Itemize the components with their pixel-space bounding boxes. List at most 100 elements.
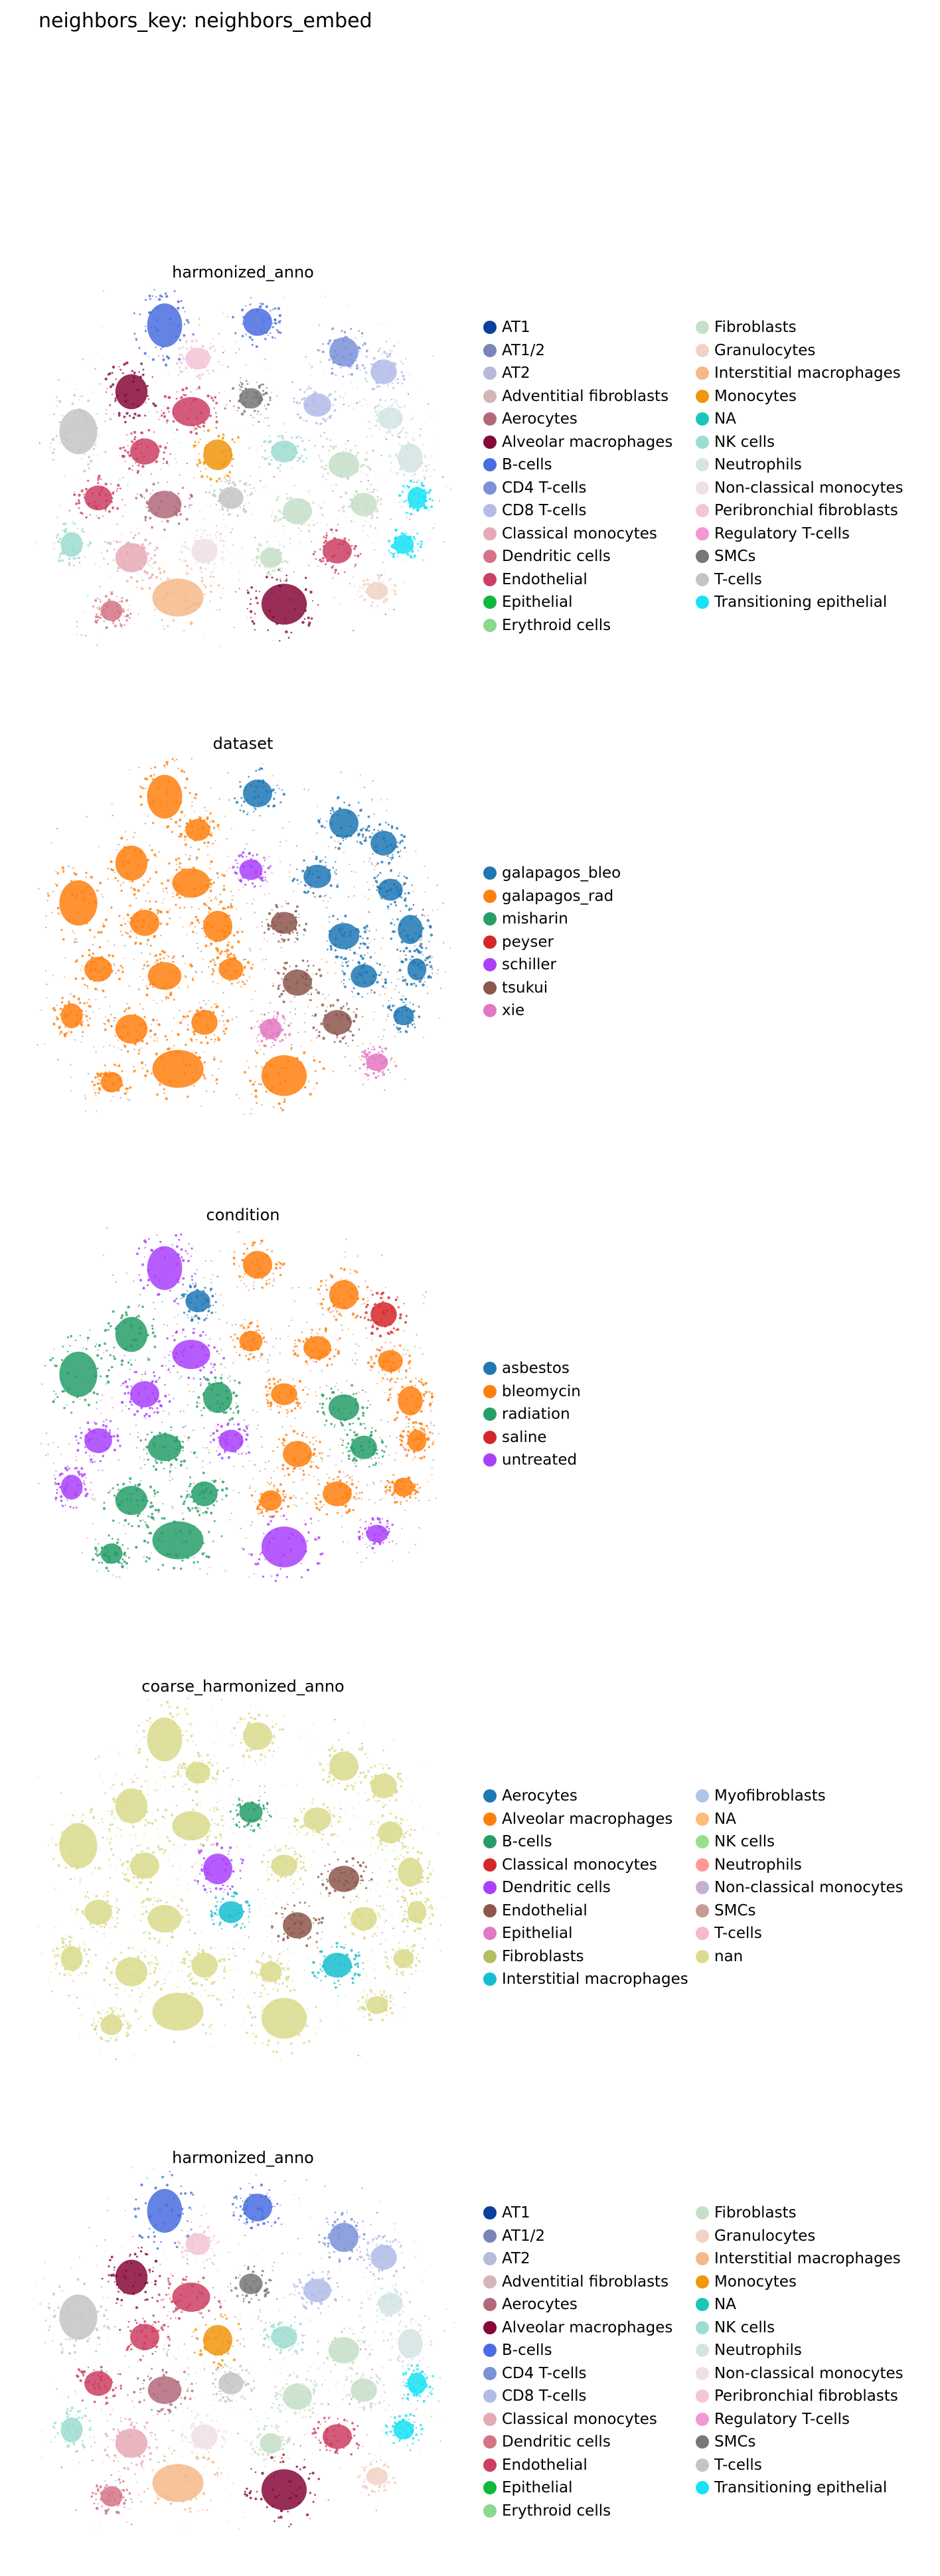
legend-label: NA — [714, 1808, 736, 1830]
cluster-22 — [53, 521, 92, 566]
cluster-24 — [180, 2413, 227, 2458]
legend-label: Fibroblasts — [714, 316, 797, 339]
cluster-6 — [163, 1803, 224, 1850]
cluster-30 — [92, 1534, 130, 1572]
legend-label: Fibroblasts — [714, 2202, 797, 2224]
cluster-16 — [75, 1419, 121, 1463]
legend-swatch — [483, 1927, 497, 1940]
cluster-11 — [119, 2314, 171, 2362]
cluster-30 — [91, 2006, 132, 2043]
cluster-6 — [161, 386, 226, 435]
legend-swatch — [696, 2275, 709, 2289]
legend-swatch — [696, 1950, 709, 1963]
legend-label: radiation — [502, 1403, 570, 1425]
cluster-26 — [311, 1942, 364, 1988]
cluster-10 — [44, 2278, 110, 2355]
legend-swatch — [696, 550, 709, 563]
cluster-9 — [367, 1342, 412, 1382]
cluster-31 — [357, 1989, 395, 2022]
cluster-4 — [360, 1291, 408, 1337]
legend-swatch — [483, 619, 497, 632]
legend-label: Erythroid cells — [502, 2500, 611, 2522]
legend-swatch — [483, 366, 497, 380]
cluster-18 — [210, 1892, 250, 1929]
cluster-4 — [358, 2235, 405, 2280]
legend-swatch — [483, 1881, 497, 1894]
legend-swatch — [483, 1385, 497, 1398]
cluster-26 — [312, 999, 364, 1044]
cluster-10 — [46, 866, 112, 943]
legend-label: saline — [502, 1426, 547, 1449]
legend-label: Endothelial — [502, 2454, 588, 2476]
legend-label: Aerocytes — [502, 1785, 578, 1807]
legend-swatch — [696, 1858, 709, 1872]
cluster-23 — [104, 2418, 158, 2470]
legend-label: Interstitial macrophages — [502, 1968, 688, 1990]
cluster-31 — [356, 2461, 396, 2493]
cluster-13 — [261, 1845, 307, 1885]
legend-swatch — [483, 2252, 497, 2265]
figure-suptitle: neighbors_key: neighbors_embed — [39, 9, 372, 33]
legend-swatch — [483, 1789, 497, 1803]
legend-label: Epithelial — [502, 1922, 573, 1945]
cluster-15 — [387, 2318, 432, 2369]
cluster-17 — [138, 950, 194, 1001]
cluster-6 — [161, 856, 226, 909]
legend-swatch — [483, 436, 497, 449]
cluster-12 — [196, 1374, 241, 1421]
legend-label: AT1 — [502, 2202, 530, 2224]
cluster-19 — [271, 1901, 324, 1947]
legend-swatch — [483, 573, 497, 586]
scatter-background-points — [36, 285, 451, 647]
cluster-3 — [317, 796, 370, 850]
legend-swatch — [696, 2252, 709, 2265]
legend-label: Classical monocytes — [502, 523, 657, 545]
legend-label: Granulocytes — [714, 339, 815, 362]
cluster-25 — [251, 1482, 292, 1518]
umap-plot — [32, 2164, 457, 2536]
legend-swatch — [696, 2389, 709, 2403]
legend-swatch — [696, 1881, 709, 1894]
legend-swatch — [483, 2206, 497, 2219]
legend-swatch — [483, 1004, 497, 1017]
legend-label: Classical monocytes — [502, 1854, 657, 1876]
legend-label: B-cells — [502, 2339, 552, 2362]
cluster-25 — [252, 540, 288, 576]
legend-label: tsukui — [502, 977, 548, 999]
legend-swatch — [483, 481, 497, 495]
legend-label: Non-classical monocytes — [714, 2362, 903, 2385]
legend-label: Endothelial — [502, 568, 588, 591]
legend-swatch — [696, 1812, 709, 1826]
legend-label: B-cells — [502, 1830, 552, 1853]
cluster-5 — [102, 2247, 161, 2309]
legend-swatch — [483, 1431, 497, 1444]
cluster-15 — [388, 432, 433, 483]
legend-label: NA — [714, 2293, 736, 2316]
legend-label: Alveolar macrophages — [502, 431, 672, 453]
legend-label: CD8 T-cells — [502, 499, 587, 522]
legend-swatch — [696, 321, 709, 334]
legend-swatch — [696, 436, 709, 449]
legend-label: Myofibroblasts — [714, 1785, 826, 1807]
cluster-27 — [385, 2413, 424, 2446]
cluster-9 — [370, 1812, 412, 1851]
legend-label: galapagos_rad — [502, 885, 613, 908]
cluster-0 — [133, 2171, 194, 2250]
legend-label: Non-classical monocytes — [714, 1876, 903, 1899]
cluster-2 — [177, 1283, 217, 1322]
legend-label: NK cells — [714, 1830, 775, 1853]
legend-label: Fibroblasts — [502, 1945, 584, 1968]
legend-swatch — [483, 2275, 497, 2289]
cluster-21 — [402, 2364, 434, 2403]
legend-label: T-cells — [714, 568, 762, 591]
legend-label: SMCs — [714, 545, 756, 568]
legend-label: Alveolar macrophages — [502, 2316, 672, 2339]
legend-swatch — [483, 866, 497, 880]
cluster-20 — [341, 483, 382, 526]
legend-swatch — [696, 2206, 709, 2219]
cluster-27 — [387, 998, 420, 1033]
cluster-14 — [317, 1857, 373, 1898]
legend-label: Classical monocytes — [502, 2408, 657, 2431]
cluster-27 — [388, 528, 423, 558]
